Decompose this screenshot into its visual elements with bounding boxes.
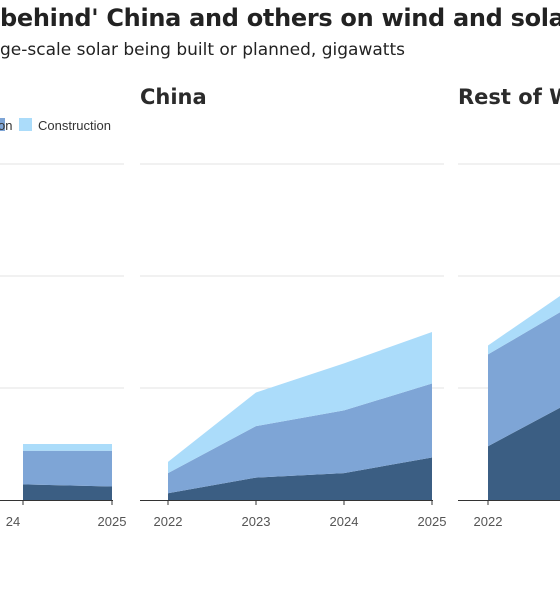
panel-3: 2022 Rest of Wo [458, 85, 560, 529]
x-tick-label: 2025 [418, 514, 447, 529]
chart-title: behind' China and others on wind and sol… [0, 4, 560, 32]
area-operating [488, 407, 560, 500]
panel-title: China [140, 85, 207, 109]
panel-title: Rest of Wo [458, 85, 560, 109]
x-tick-label: 2023 [242, 514, 271, 529]
x-tick-label: 2024 [330, 514, 359, 529]
area-operating [168, 457, 432, 500]
area-construction [488, 295, 560, 355]
legend: on Construction [0, 118, 111, 133]
x-tick-label: 24 [6, 514, 20, 529]
panel-1: 24 2025 [0, 163, 127, 529]
panel-2: 2022 2023 2024 2025 China [140, 85, 446, 529]
area-operating [23, 484, 112, 500]
x-tick-label: 2022 [154, 514, 183, 529]
chart-subtitle: ge-scale solar being built or planned, g… [0, 40, 405, 60]
area-middle [23, 450, 112, 487]
panels: 24 2025 2022 2023 2024 2025 China 2022 Rest of W… [0, 85, 560, 529]
area-construction [168, 332, 432, 474]
legend-swatch-construction [19, 118, 32, 131]
x-tick-label: 2025 [98, 514, 127, 529]
legend-label-operating: on [0, 118, 12, 133]
legend-swatch-operating [0, 118, 5, 131]
area-construction [23, 444, 112, 451]
area-middle [168, 383, 432, 494]
legend-label-construction: Construction [38, 118, 111, 133]
area-middle [488, 312, 560, 447]
x-tick-label: 2022 [474, 514, 503, 529]
